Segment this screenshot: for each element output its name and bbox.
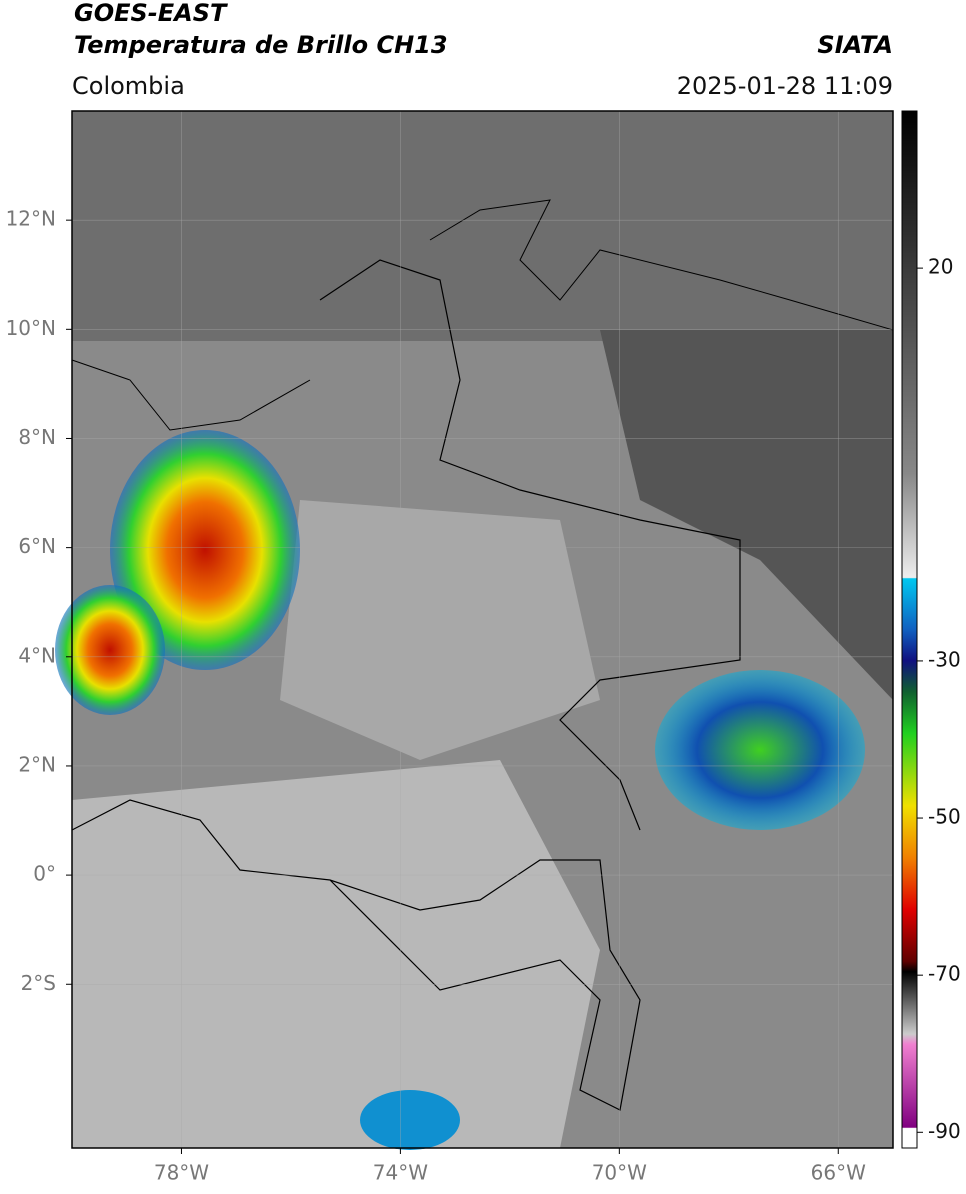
x-tick-label: 74°W <box>373 1161 428 1185</box>
y-tick-label: 2°S <box>21 971 56 995</box>
y-tick-label: 6°N <box>18 534 56 558</box>
grid <box>72 111 893 1148</box>
brand: SIATA <box>817 31 893 59</box>
region: Colombia <box>72 72 185 100</box>
colorbar-tick-label: -90 <box>928 1119 961 1143</box>
y-tick-label: 10°N <box>6 316 56 340</box>
map-frame <box>71 110 894 1149</box>
y-tick-label: 8°N <box>18 425 56 449</box>
colorbar-tick-label: 20 <box>928 255 953 279</box>
datetime: 2025-01-28 11:09 <box>677 72 893 100</box>
colorbar-tick-label: -30 <box>928 647 961 671</box>
x-tick-label: 78°W <box>154 1161 209 1185</box>
x-tick-label: 66°W <box>811 1161 866 1185</box>
subtitle: Temperatura de Brillo CH13 <box>74 31 448 59</box>
title: GOES-EAST <box>74 0 228 27</box>
map-imagery <box>55 111 894 1150</box>
colorbar <box>901 110 918 1149</box>
y-tick-label: 2°N <box>18 752 56 776</box>
y-tick-label: 12°N <box>6 207 56 231</box>
y-tick-label: 4°N <box>18 643 56 667</box>
colorbar-tick-label: -70 <box>928 962 961 986</box>
y-tick-label: 0° <box>33 862 56 886</box>
colorbar-tick-label: -50 <box>928 805 961 829</box>
x-tick-label: 70°W <box>592 1161 647 1185</box>
